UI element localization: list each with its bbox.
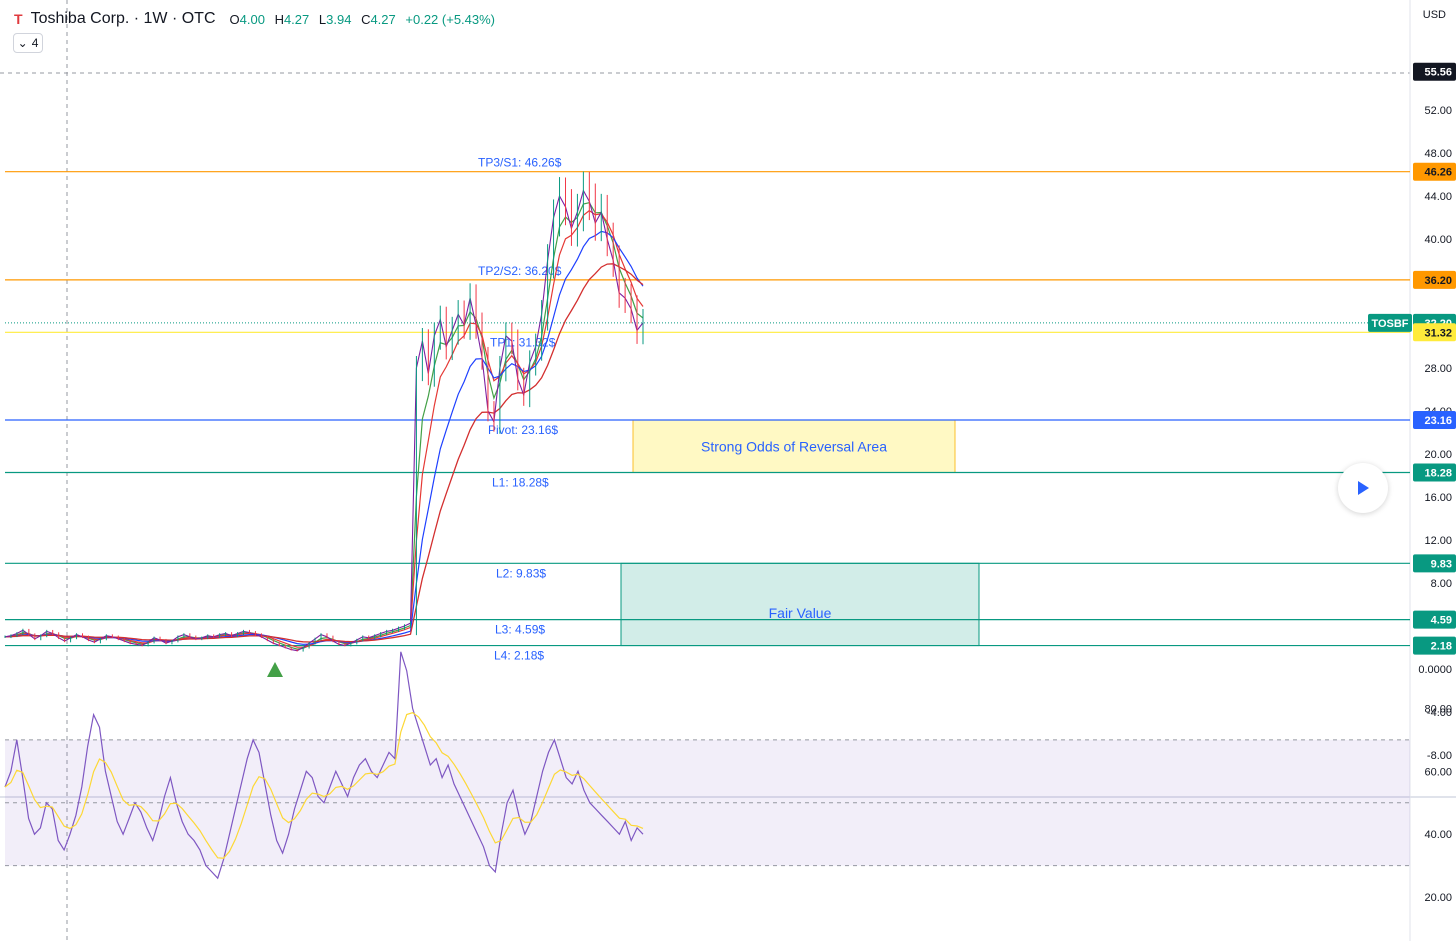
pivot-price-tag-bg (1413, 411, 1456, 430)
price-axis-tick: 0.0000 (1418, 664, 1452, 676)
play-icon (1358, 481, 1369, 495)
price-axis-tick: -4.00 (1427, 707, 1452, 719)
l4-price-tag-bg (1413, 636, 1456, 655)
symbol-tag-bg (1368, 313, 1412, 332)
price-axis-tick: 16.00 (1424, 492, 1452, 504)
level-label-tp3: TP3/S1: 46.26$ (478, 156, 562, 170)
crosshair-price-tag: 55.56 (1424, 67, 1452, 79)
level-label-l3: L3: 4.59$ (495, 623, 545, 637)
l2-price-tag-bg (1413, 554, 1456, 573)
price-line (4, 189, 644, 652)
tp2-price-tag-bg (1413, 270, 1456, 289)
rsi-axis-tick: 60.00 (1424, 766, 1452, 778)
l3-price-tag-bg (1413, 610, 1456, 629)
level-label-l1: L1: 18.28$ (492, 475, 549, 489)
tp3-price-tag-bg (1413, 162, 1456, 181)
rsi-line (4, 651, 644, 880)
tp1-price-tag: 31.32 (1424, 327, 1452, 339)
level-label-l4: L4: 2.18$ (494, 649, 544, 663)
high-label: H (274, 11, 284, 27)
level-label-tp2: TP2/S2: 36.20$ (478, 264, 562, 278)
tp3-price-tag: 46.26 (1424, 167, 1452, 179)
crosshair-price-tag-bg (1413, 62, 1456, 81)
price-axis-tick: 8.00 (1431, 578, 1452, 590)
price-axis-tick: 20.00 (1424, 449, 1452, 461)
tp2-price-tag: 36.20 (1424, 275, 1452, 287)
rsi-ma-line (4, 712, 644, 859)
chevron-down-icon: ⌄ (17, 36, 28, 50)
l1-price-tag: 18.28 (1424, 467, 1452, 479)
price-axis-tick: 40.00 (1424, 234, 1452, 246)
price-axis-tick: 44.00 (1424, 191, 1452, 203)
toshiba-logo-icon: T (14, 11, 23, 27)
open-label: O (229, 11, 240, 27)
rsi-axis-tick: 40.00 (1424, 829, 1452, 841)
l1-price-tag-bg (1413, 463, 1456, 482)
low-value: 3.94 (326, 11, 352, 27)
rsi-axis-tick: 20.00 (1424, 892, 1452, 904)
price-axis-tick: -8.00 (1427, 750, 1452, 762)
close-value: 4.27 (370, 11, 396, 27)
level-label-pivot: Pivot: 23.16$ (488, 423, 558, 437)
indicators-toggle-button[interactable]: ⌄ 4 (13, 33, 43, 53)
price-axis-tick: 52.00 (1424, 105, 1452, 117)
tp1-price-tag-bg (1413, 323, 1456, 342)
chart-header: T Toshiba Corp. · 1W · OTC O4.00 H4.27 L… (14, 8, 501, 30)
high-value: 4.27 (283, 11, 310, 27)
rsi-axis-tick: 80.00 (1424, 703, 1452, 715)
play-button[interactable] (1338, 463, 1388, 513)
indicator-count: 4 (31, 36, 39, 50)
level-label-l2: L2: 9.83$ (496, 566, 546, 580)
low-label: L (318, 11, 327, 27)
price-axis-tick: 48.00 (1424, 148, 1452, 160)
reversal-zone (632, 419, 956, 473)
ohlc-readout: O4.00 H4.27 L3.94 C4.27 +0.22 (+5.43%) (230, 12, 502, 27)
symbol-title[interactable]: Toshiba Corp. · 1W · OTC (30, 10, 216, 27)
l2-price-tag: 9.83 (1431, 558, 1452, 570)
symbol-tag: TOSBF (1371, 318, 1408, 330)
currency-label[interactable]: USD (1422, 9, 1446, 21)
l4-price-tag: 2.18 (1431, 641, 1452, 653)
price-axis-tick: 12.00 (1424, 535, 1452, 547)
change-value: +0.22 (+5.43%) (405, 11, 496, 27)
open-value: 4.00 (239, 11, 265, 27)
price-axis-tick: 28.00 (1424, 363, 1452, 375)
pivot-price-tag: 23.16 (1424, 415, 1452, 427)
buy-signal-arrow-icon (267, 662, 283, 677)
l3-price-tag: 4.59 (1431, 615, 1452, 627)
close-label: C (361, 11, 371, 27)
reversal-zone-label: Strong Odds of Reversal Area (701, 438, 887, 454)
fair-value-label: Fair Value (769, 605, 832, 621)
